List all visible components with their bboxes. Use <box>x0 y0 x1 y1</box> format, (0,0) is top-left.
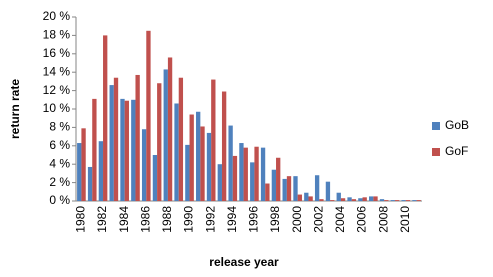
x-tick-label: 2008 <box>376 206 390 233</box>
bar <box>77 143 82 201</box>
bar <box>319 199 324 201</box>
bar <box>185 144 190 201</box>
bar <box>250 162 255 201</box>
x-tick-label: 1984 <box>117 206 131 233</box>
legend-label: GoB <box>445 118 469 132</box>
bar <box>260 147 266 201</box>
bar <box>286 176 292 201</box>
bar <box>232 155 238 201</box>
bar <box>141 129 147 201</box>
bar <box>373 196 378 201</box>
bar <box>416 200 421 201</box>
bar <box>157 83 162 201</box>
bar <box>87 166 93 201</box>
y-axis-title: return rate <box>8 79 22 139</box>
y-tick-label: 10 % <box>43 101 71 115</box>
bar <box>135 74 140 201</box>
y-tick-label: 6 % <box>49 138 70 152</box>
x-tick-label: 1986 <box>138 206 152 233</box>
bar <box>394 200 400 201</box>
y-tick-label: 12 % <box>43 83 71 97</box>
legend-swatch <box>432 148 440 156</box>
y-tick-label: 0 % <box>49 193 70 207</box>
bar <box>330 200 335 201</box>
bar <box>304 192 309 201</box>
x-tick-label: 1992 <box>203 206 217 233</box>
bar <box>390 200 395 201</box>
bar <box>347 197 352 201</box>
bar <box>271 169 277 201</box>
x-tick-label: 1996 <box>247 206 261 233</box>
bar <box>362 197 367 201</box>
bar <box>243 147 248 201</box>
bar <box>379 199 385 201</box>
bar <box>113 77 119 201</box>
bar <box>163 69 168 201</box>
bar <box>217 164 222 201</box>
bar <box>401 200 406 201</box>
x-tick-label: 2010 <box>398 206 412 233</box>
legend-label: GoF <box>445 144 468 158</box>
bar <box>109 85 114 201</box>
x-tick-label: 1980 <box>74 206 88 233</box>
bar <box>92 98 97 201</box>
bar <box>146 30 151 201</box>
bar <box>124 100 129 201</box>
bar <box>336 192 341 201</box>
bar <box>189 114 194 201</box>
bar <box>196 111 201 201</box>
bar <box>103 35 108 202</box>
bar <box>206 132 212 201</box>
bar <box>384 200 389 201</box>
bar <box>325 181 331 201</box>
x-axis-title: release year <box>209 255 279 269</box>
x-tick-label: 1990 <box>182 206 196 233</box>
y-tick-label: 8 % <box>49 120 70 134</box>
bar <box>297 194 302 201</box>
bar <box>276 157 281 201</box>
bar <box>178 77 184 201</box>
bar <box>351 199 357 201</box>
x-tick-label: 1988 <box>160 206 174 233</box>
x-tick-label: 2002 <box>311 206 325 233</box>
bar <box>228 125 233 201</box>
bar <box>282 178 287 201</box>
bar <box>174 103 179 201</box>
y-tick-label: 2 % <box>49 175 70 189</box>
bar <box>81 128 86 201</box>
bar <box>211 79 216 201</box>
y-tick-label: 16 % <box>43 46 71 60</box>
y-tick-label: 4 % <box>49 156 70 170</box>
bar <box>120 98 125 201</box>
bar <box>152 155 158 201</box>
y-tick-label: 14 % <box>43 64 71 78</box>
bar <box>405 200 411 201</box>
bar <box>412 200 417 201</box>
bar <box>131 99 136 201</box>
bar <box>221 91 227 201</box>
x-tick-label: 1994 <box>225 206 239 233</box>
x-tick-label: 1998 <box>268 206 282 233</box>
x-tick-label: 2004 <box>333 206 347 233</box>
bar <box>358 198 363 201</box>
y-tick-label: 18 % <box>43 28 71 42</box>
bar <box>98 141 104 201</box>
legend-swatch <box>432 122 440 130</box>
bar <box>293 176 298 201</box>
bar <box>369 196 374 201</box>
x-tick-label: 2006 <box>355 206 369 233</box>
bar <box>340 198 346 201</box>
bar <box>265 183 270 201</box>
bar <box>239 143 244 201</box>
bar <box>254 146 259 201</box>
bar <box>314 175 320 201</box>
x-tick-label: 1982 <box>95 206 109 233</box>
bar <box>167 57 173 202</box>
bar <box>308 196 313 201</box>
x-tick-label: 2000 <box>290 206 304 233</box>
bar <box>200 126 205 201</box>
y-tick-label: 20 % <box>43 9 71 23</box>
